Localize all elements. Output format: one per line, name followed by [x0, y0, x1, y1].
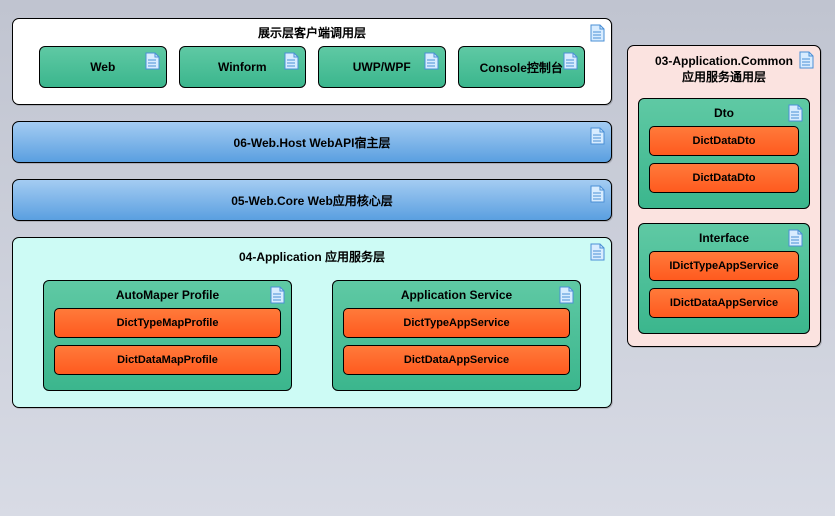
presentation-title: 展示层客户端调用层 — [13, 19, 611, 46]
client-label: Web — [90, 60, 115, 74]
automapper-title: AutoMaper Profile — [44, 281, 291, 308]
dto-box: Dto DictDataDto DictDataDto — [638, 98, 810, 209]
appservice-title: Application Service — [333, 281, 580, 308]
appservice-item: DictTypeAppService — [343, 308, 570, 338]
client-uwp-wpf: UWP/WPF — [318, 46, 446, 88]
client-console: Console控制台 — [458, 46, 586, 88]
interface-item: IDictDataAppService — [649, 288, 799, 318]
client-label: UWP/WPF — [353, 60, 411, 74]
application-inner-row: AutoMaper Profile DictTypeMapProfile Dic… — [13, 275, 611, 407]
clients-row: Web Winform UWP/WPF Console控制台 — [13, 46, 611, 100]
web-host-layer: 06-Web.Host WebAPI宿主层 — [12, 121, 612, 163]
appservice-box: Application Service DictTypeAppService D… — [332, 280, 581, 391]
web-core-layer: 05-Web.Core Web应用核心层 — [12, 179, 612, 221]
document-icon — [284, 52, 299, 70]
document-icon — [270, 286, 285, 304]
dto-title: Dto — [639, 99, 809, 126]
document-icon — [788, 229, 803, 247]
automapper-box: AutoMaper Profile DictTypeMapProfile Dic… — [43, 280, 292, 391]
client-label: Console控制台 — [480, 59, 563, 76]
presentation-layer-box: 展示层客户端调用层 Web Winform UWP/WPF Console控制台 — [12, 18, 612, 105]
document-icon — [590, 24, 605, 42]
document-icon — [563, 52, 578, 70]
common-title-line2: 应用服务通用层 — [682, 70, 766, 84]
interface-item: IDictTypeAppService — [649, 251, 799, 281]
document-icon — [424, 52, 439, 70]
client-label: Winform — [218, 60, 267, 74]
common-stack: Dto DictDataDto DictDataDto Interface ID… — [628, 93, 820, 346]
document-icon — [590, 127, 605, 145]
application-layer-box: 04-Application 应用服务层 AutoMaper Profile D… — [12, 237, 612, 408]
left-column: 展示层客户端调用层 Web Winform UWP/WPF Console控制台 — [12, 18, 612, 408]
web-host-title: 06-Web.Host WebAPI宿主层 — [234, 134, 391, 151]
document-icon — [590, 185, 605, 203]
automapper-item: DictDataMapProfile — [54, 345, 281, 375]
dto-item: DictDataDto — [649, 126, 799, 156]
client-web: Web — [39, 46, 167, 88]
interface-box: Interface IDictTypeAppService IDictDataA… — [638, 223, 810, 334]
interface-title: Interface — [639, 224, 809, 251]
document-icon — [788, 104, 803, 122]
web-core-title: 05-Web.Core Web应用核心层 — [231, 192, 393, 209]
automapper-item: DictTypeMapProfile — [54, 308, 281, 338]
right-column: 03-Application.Common 应用服务通用层 Dto DictDa… — [627, 45, 821, 347]
dto-item: DictDataDto — [649, 163, 799, 193]
document-icon — [799, 51, 814, 69]
client-winform: Winform — [179, 46, 307, 88]
application-title: 04-Application 应用服务层 — [13, 238, 611, 275]
common-layer-box: 03-Application.Common 应用服务通用层 Dto DictDa… — [627, 45, 821, 347]
diagram-canvas: 展示层客户端调用层 Web Winform UWP/WPF Console控制台 — [0, 0, 835, 516]
common-title-line1: 03-Application.Common — [655, 54, 793, 68]
document-icon — [590, 243, 605, 261]
common-title: 03-Application.Common 应用服务通用层 — [628, 46, 820, 93]
document-icon — [145, 52, 160, 70]
document-icon — [559, 286, 574, 304]
appservice-item: DictDataAppService — [343, 345, 570, 375]
